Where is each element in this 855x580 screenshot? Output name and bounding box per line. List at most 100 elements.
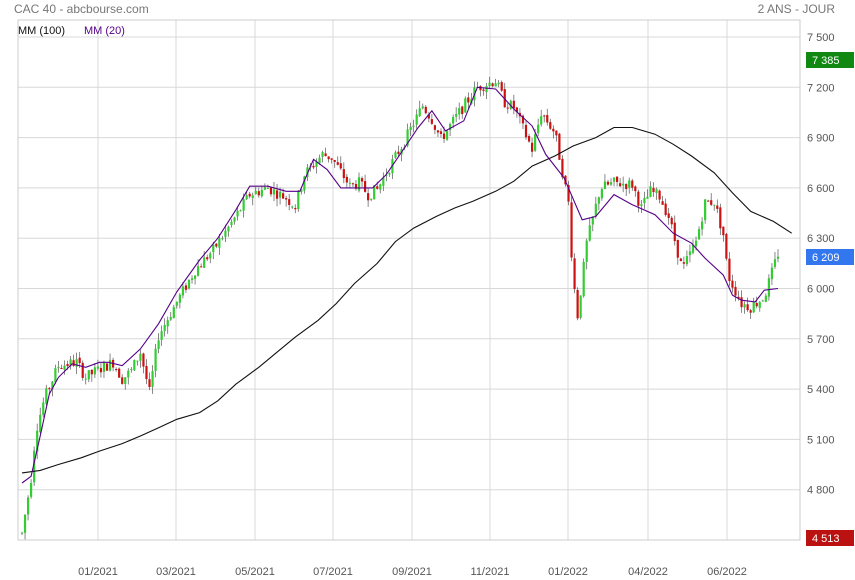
candle-body bbox=[248, 193, 251, 197]
candle-body bbox=[722, 226, 725, 236]
candle-body bbox=[494, 83, 497, 87]
candle-body bbox=[333, 160, 336, 162]
candle-body bbox=[330, 158, 333, 160]
candle-body bbox=[749, 310, 752, 313]
candle-body bbox=[540, 116, 543, 125]
x-axis-ticks: 01/2021 03/2021 05/2021 07/2021 09/2021 11/20… bbox=[78, 566, 747, 578]
candle-body bbox=[376, 186, 379, 189]
candle-body bbox=[758, 302, 761, 308]
candle-body bbox=[767, 278, 770, 297]
candle-body bbox=[26, 497, 30, 515]
candle-body bbox=[713, 204, 716, 206]
candle-body bbox=[455, 113, 458, 117]
y-tick-label: 7 500 bbox=[807, 32, 835, 44]
candle-body bbox=[272, 189, 276, 195]
candle-body bbox=[66, 364, 69, 367]
candle-body bbox=[282, 193, 285, 199]
y-tick-label: 6 000 bbox=[807, 284, 835, 296]
candle-body bbox=[99, 368, 103, 373]
y-tick-label: 5 700 bbox=[807, 334, 835, 346]
candle-body bbox=[203, 257, 206, 268]
candle-body bbox=[734, 286, 737, 296]
candle-body bbox=[700, 221, 704, 230]
candle-body bbox=[424, 106, 427, 114]
candle-body bbox=[166, 320, 169, 327]
candle-body bbox=[130, 369, 133, 371]
chart-title: CAC 40 - abcbourse.com bbox=[14, 2, 149, 16]
candle-body bbox=[394, 152, 397, 158]
candle-body bbox=[236, 210, 239, 217]
candle-body bbox=[682, 262, 685, 264]
y-tick-label: 5 100 bbox=[807, 434, 835, 446]
candle-body bbox=[433, 125, 437, 130]
candle-body bbox=[524, 124, 528, 138]
candle-body bbox=[452, 117, 455, 124]
candle-body bbox=[382, 177, 385, 186]
candle-body bbox=[628, 180, 631, 188]
candle-body bbox=[288, 199, 291, 205]
candle-body bbox=[379, 184, 382, 190]
candle-body bbox=[285, 198, 288, 200]
candle-body bbox=[181, 286, 185, 296]
candle-body bbox=[622, 183, 625, 186]
candle-body bbox=[482, 89, 485, 91]
candle-body bbox=[57, 366, 60, 368]
candle-body bbox=[303, 176, 306, 191]
candle-body bbox=[357, 177, 361, 191]
candle-body bbox=[725, 233, 728, 259]
candle-body bbox=[442, 133, 446, 139]
candle-body bbox=[78, 357, 81, 364]
candle-body bbox=[710, 200, 713, 205]
candle-body bbox=[537, 124, 540, 134]
candle-body bbox=[385, 175, 388, 177]
candle-body bbox=[643, 197, 646, 204]
candle-body bbox=[439, 131, 443, 134]
y-tick-label: 6 600 bbox=[807, 183, 835, 195]
candle-body bbox=[142, 353, 145, 367]
candle-body bbox=[102, 362, 106, 372]
candle-body bbox=[23, 514, 27, 533]
candle-body bbox=[728, 258, 731, 282]
candle-body bbox=[351, 183, 355, 185]
candle-body bbox=[242, 199, 245, 211]
candle-body bbox=[555, 130, 558, 136]
candle-body bbox=[697, 229, 701, 240]
candle-body bbox=[278, 191, 282, 198]
candle-body bbox=[704, 199, 707, 221]
candle-body bbox=[230, 221, 233, 226]
candle-body bbox=[448, 124, 452, 131]
candle-body bbox=[458, 108, 461, 115]
candle-body bbox=[206, 257, 209, 260]
candle-body bbox=[746, 304, 749, 311]
candle-body bbox=[612, 177, 616, 182]
candle-body bbox=[743, 304, 746, 308]
candle-body bbox=[297, 190, 300, 210]
candle-body bbox=[591, 216, 594, 225]
candle-body bbox=[133, 360, 136, 371]
candle-body bbox=[93, 367, 96, 375]
x-tick-label: 06/2022 bbox=[707, 566, 747, 578]
candle-body bbox=[552, 128, 555, 132]
candle-body bbox=[543, 115, 546, 117]
candle-body bbox=[90, 369, 93, 375]
x-tick-label: 05/2021 bbox=[235, 566, 275, 578]
candle-body bbox=[588, 225, 591, 241]
ma20-line bbox=[21, 86, 779, 484]
grid bbox=[18, 20, 800, 540]
legend-ma100: MM (100) bbox=[18, 25, 65, 37]
candle-body bbox=[558, 133, 561, 160]
candle-body bbox=[606, 181, 610, 185]
candle-body bbox=[342, 169, 345, 179]
candle-body bbox=[269, 187, 273, 195]
candle-body bbox=[764, 295, 767, 302]
candle-body bbox=[169, 317, 172, 320]
svg-text:7 385: 7 385 bbox=[812, 55, 840, 67]
candle-body bbox=[172, 307, 175, 319]
candle-body bbox=[42, 402, 45, 416]
candle-body bbox=[354, 183, 358, 189]
candle-body bbox=[409, 126, 412, 130]
badge-high: 7 385 bbox=[806, 52, 854, 68]
candle-body bbox=[770, 267, 774, 280]
candle-body bbox=[136, 360, 139, 362]
candle-body bbox=[658, 190, 661, 200]
